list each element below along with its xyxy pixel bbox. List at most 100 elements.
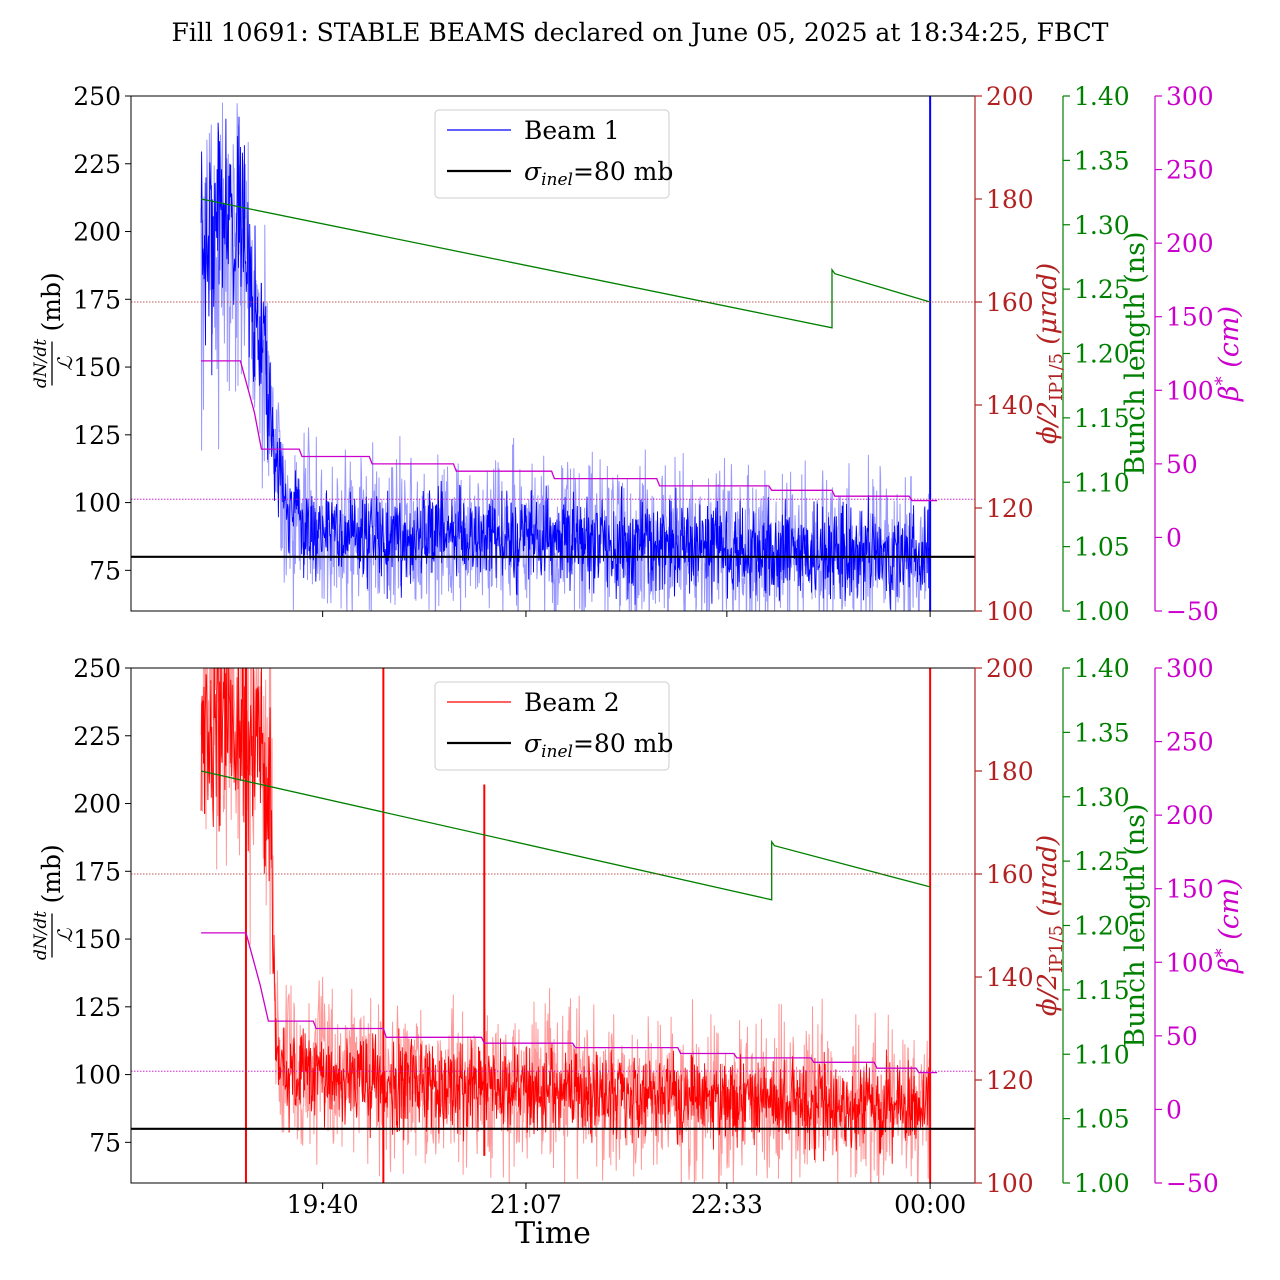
legend-sigma-symbol: σ [524, 729, 542, 758]
axis-bunch-label-text: Bunch length (ns) [1120, 803, 1151, 1047]
axis-beta-tick-label: 0 [1166, 523, 1182, 552]
axis-beta: −50 0 50 100 150 200 250 300 [1154, 654, 1219, 1198]
axis-bunch-tick-label: 1.00 [1074, 1169, 1130, 1198]
axis-bunch-tick-label: 1.40 [1074, 82, 1130, 111]
x-axis-label: Time [515, 1216, 591, 1251]
axis-beta-tick-label: −50 [1166, 1169, 1219, 1198]
x-tick-label: 22:33 [691, 1190, 763, 1219]
axis-phi-tick-label: 100 [986, 597, 1034, 626]
axis-beta-tick-label: 300 [1166, 654, 1214, 683]
axis-phi-label-text: ϕ/2IP1/5 (μrad) [1033, 263, 1067, 444]
axis-beta-label: β* (cm) [1212, 878, 1245, 974]
y-label-denominator: ℒ [53, 356, 77, 371]
axis-bunch-tick-label: 1.05 [1074, 533, 1130, 562]
axis-bunch-tick-label: 1.10 [1074, 1040, 1130, 1069]
axis-beta-tick-label: 100 [1166, 376, 1214, 405]
axis-bunch-label-text: Bunch length (ns) [1120, 231, 1151, 475]
axis-beta-tick-label: 250 [1166, 728, 1214, 757]
axis-beta-label-unit: (cm) [1214, 878, 1245, 948]
axis-phi-tick-label: 200 [986, 654, 1034, 683]
axis-beta: −50 0 50 100 150 200 250 300 [1154, 82, 1219, 626]
y-label-unit: (mb) [37, 844, 66, 903]
axis-beta-tick-label: −50 [1166, 597, 1219, 626]
axis-phi-tick-label: 160 [986, 288, 1034, 317]
axis-bunch-tick-label: 1.05 [1074, 1105, 1130, 1134]
y-tick-label: 200 [73, 218, 121, 247]
legend-label-beam: Beam 2 [524, 688, 620, 717]
axis-beta-label: β* (cm) [1212, 306, 1245, 402]
axis-beta-label-text: β* (cm) [1212, 306, 1245, 402]
axis-phi: 100 120 140 160 180 200 [974, 82, 1034, 626]
y-label-denominator: ℒ [53, 928, 77, 943]
y-tick-label: 250 [73, 654, 121, 683]
axis-phi-tick-label: 120 [986, 1066, 1034, 1095]
series-beta-star [201, 932, 938, 1074]
axis-phi-label: ϕ/2IP1/5 (μrad) [1033, 263, 1067, 444]
legend-box [434, 109, 670, 199]
y-axis-label: dN/dt ℒ (mb) [31, 272, 77, 388]
axis-bunch-tick-label: 1.20 [1074, 340, 1130, 369]
y-tick-label: 125 [73, 993, 121, 1022]
axis-phi-tick-label: 180 [986, 185, 1034, 214]
axis-bunch-label: Bunch length (ns) [1120, 803, 1151, 1047]
y-tick-label: 75 [89, 1128, 121, 1157]
legend-label-sigma: σinel=80 mb [524, 729, 673, 762]
legend-sigma-sub: inel [541, 170, 573, 190]
plot-area [131, 96, 975, 611]
axis-bunch-tick-label: 1.15 [1074, 404, 1130, 433]
axis-phi-label-sub: IP1/5 [1046, 925, 1067, 973]
axis-beta-label-main: β [1214, 385, 1245, 402]
axis-beta-label-main: β [1214, 957, 1245, 974]
axis-phi-tick-label: 100 [986, 1169, 1034, 1198]
page-title: Fill 10691: STABLE BEAMS declared on Jun… [171, 18, 1109, 47]
axis-beta-tick-label: 50 [1166, 1022, 1198, 1051]
y-axis-label: dN/dt ℒ (mb) [31, 844, 77, 960]
axis-phi-label-main: ϕ/2 [1033, 401, 1063, 444]
series-beam-1 [200, 116, 931, 610]
axis-beta-label-text: β* (cm) [1212, 878, 1245, 974]
axis-phi-tick-label: 120 [986, 494, 1034, 523]
y-label-numerator: dN/dt [31, 911, 51, 960]
axis-phi-label-unit: (μrad) [1033, 835, 1063, 925]
axis-bunch-tick-label: 1.10 [1074, 468, 1130, 497]
x-tick-label: 21:07 [490, 1190, 562, 1219]
legend-label-sigma: σinel=80 mb [524, 157, 673, 190]
axis-beta-tick-label: 200 [1166, 229, 1214, 258]
axis-phi-label-sub: IP1/5 [1046, 353, 1067, 401]
series-beta-star [201, 360, 938, 502]
axis-phi-tick-label: 180 [986, 757, 1034, 786]
legend-sigma-rest: =80 mb [573, 729, 673, 758]
axis-phi-tick-label: 200 [986, 82, 1034, 111]
axis-bunch-tick-label: 1.35 [1074, 146, 1130, 175]
axis-phi-tick-label: 140 [986, 391, 1034, 420]
axis-bunch-tick-label: 1.40 [1074, 654, 1130, 683]
legend-box [434, 681, 670, 771]
legend: Beam 2 σinel=80 mb [434, 681, 673, 771]
series-beam-2-raw [200, 668, 931, 1183]
series-bunch-length [200, 198, 931, 329]
axis-beta-tick-label: 150 [1166, 875, 1214, 904]
axis-beta-label-sup: * [1212, 376, 1233, 385]
axis-beta-label-sup: * [1212, 948, 1233, 957]
y-label-numerator: dN/dt [31, 339, 51, 388]
axis-beta-tick-label: 150 [1166, 303, 1214, 332]
axis-bunch-label: Bunch length (ns) [1120, 231, 1151, 475]
y-tick-label: 225 [73, 150, 121, 179]
y-tick-label: 125 [73, 421, 121, 450]
axis-beta-tick-label: 250 [1166, 156, 1214, 185]
axis-bunch-tick-label: 1.15 [1074, 976, 1130, 1005]
axis-phi-tick-label: 140 [986, 963, 1034, 992]
axis-bunch-tick-label: 1.25 [1074, 847, 1130, 876]
y-tick-label: 100 [73, 489, 121, 518]
y-tick-label: 75 [89, 556, 121, 585]
axis-phi-label-text: ϕ/2IP1/5 (μrad) [1033, 835, 1067, 1016]
legend: Beam 1 σinel=80 mb [434, 109, 673, 199]
axis-beta-tick-label: 300 [1166, 82, 1214, 111]
x-tick-label: 00:00 [894, 1190, 966, 1219]
axis-beta-tick-label: 50 [1166, 450, 1198, 479]
axis-bunch-tick-label: 1.25 [1074, 275, 1130, 304]
y-tick-label: 250 [73, 82, 121, 111]
axis-phi-label: ϕ/2IP1/5 (μrad) [1033, 835, 1067, 1016]
